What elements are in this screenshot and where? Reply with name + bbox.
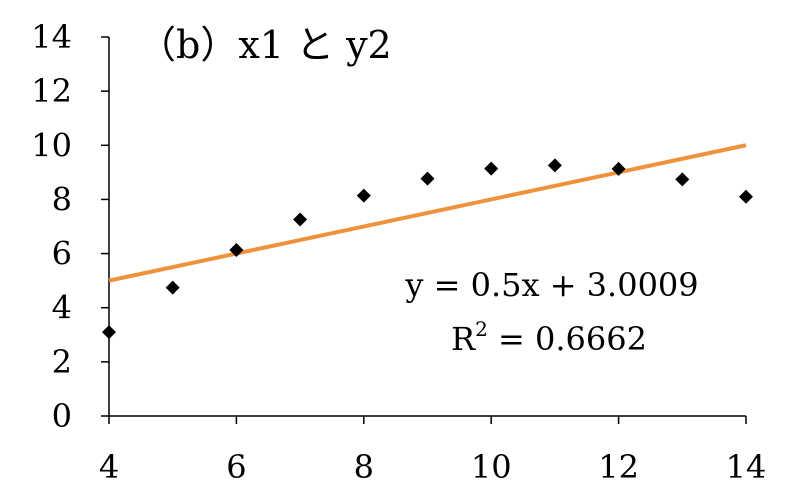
data-point [739, 189, 753, 204]
data-points [102, 158, 753, 340]
data-point [484, 161, 499, 176]
y-tick-label: 14 [31, 18, 72, 56]
y-tick-label: 4 [52, 289, 72, 327]
data-point [165, 280, 180, 295]
x-tick-label: 8 [354, 448, 374, 486]
r-squared-prefix: R [451, 320, 476, 358]
data-point [102, 325, 116, 340]
r-squared-label: R2 = 0.6662 [451, 317, 647, 358]
data-point [675, 172, 690, 187]
x-tick-label: 14 [726, 448, 767, 486]
tick-labels: 0 2 4 6 8 10 12 14 4 6 8 10 12 14 [31, 18, 766, 486]
x-tick-label: 4 [99, 448, 119, 486]
data-point [420, 171, 435, 186]
x-tick-label: 10 [471, 448, 512, 486]
y-tick-label: 12 [31, 72, 72, 110]
trendline-equation: y = 0.5x + 3.0009 [404, 266, 698, 304]
data-point [293, 212, 308, 227]
r-squared-exponent: 2 [475, 317, 488, 341]
data-point [356, 188, 371, 203]
x-tick-label: 12 [598, 448, 639, 486]
y-tick-label: 10 [31, 126, 72, 164]
y-tick-label: 0 [52, 397, 72, 435]
chart-title: （b）x1 と y2 [138, 23, 392, 67]
y-tick-label: 8 [52, 180, 72, 218]
trendline-group [108, 143, 747, 283]
axes [101, 36, 747, 424]
trendline [108, 143, 747, 283]
data-point [229, 243, 244, 258]
data-point [547, 158, 562, 173]
x-tick-label: 6 [226, 448, 246, 486]
y-tick-label: 6 [52, 235, 72, 273]
data-point [611, 161, 626, 176]
y-tick-label: 2 [52, 343, 72, 381]
r-squared-value: = 0.6662 [488, 320, 647, 358]
